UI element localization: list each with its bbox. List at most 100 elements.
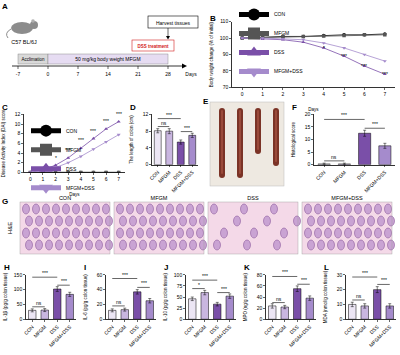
svg-text:14: 14 <box>105 71 111 77</box>
svg-text:0: 0 <box>99 316 102 322</box>
svg-text:15: 15 <box>305 124 311 130</box>
svg-text:MFGM+DSS: MFGM+DSS <box>48 323 73 348</box>
svg-text:40: 40 <box>97 286 103 292</box>
svg-text:DSS treatment: DSS treatment <box>137 44 169 49</box>
svg-text:ns: ns <box>331 154 337 160</box>
svg-text:MFGM+DSS: MFGM+DSS <box>66 185 95 191</box>
svg-text:***: *** <box>116 111 122 117</box>
svg-text:0: 0 <box>307 161 310 167</box>
svg-text:DSS: DSS <box>48 323 60 335</box>
svg-text:The length of colon (cm): The length of colon (cm) <box>129 115 134 164</box>
svg-text:1: 1 <box>42 176 45 182</box>
svg-text:MFGM: MFGM <box>352 324 367 339</box>
svg-text:110: 110 <box>220 18 228 24</box>
svg-text:D: D <box>130 103 136 112</box>
svg-text:3: 3 <box>302 91 305 97</box>
svg-text:MFGM: MFGM <box>151 195 168 201</box>
svg-text:100: 100 <box>220 35 229 41</box>
svg-text:50 mg/kg body weight MFGM: 50 mg/kg body weight MFGM <box>75 56 140 62</box>
svg-text:2: 2 <box>282 91 285 97</box>
svg-text:***: *** <box>221 286 227 292</box>
svg-text:8: 8 <box>145 128 148 134</box>
svg-text:***: *** <box>341 53 347 59</box>
svg-text:Harvest tissues: Harvest tissues <box>156 20 191 26</box>
svg-text:5: 5 <box>92 176 95 182</box>
svg-text:0: 0 <box>47 71 50 77</box>
svg-text:C57 BL/6J: C57 BL/6J <box>11 39 37 45</box>
svg-text:IL-1β (pg/g colon tissue): IL-1β (pg/g colon tissue) <box>3 272 8 321</box>
svg-text:MFGM+DSS: MFGM+DSS <box>208 323 233 348</box>
svg-text:***: *** <box>90 128 96 134</box>
svg-text:4: 4 <box>145 145 148 151</box>
svg-text:CON: CON <box>103 324 115 336</box>
svg-text:***: *** <box>166 112 172 118</box>
svg-text:80: 80 <box>223 68 229 74</box>
svg-text:80: 80 <box>257 272 263 278</box>
svg-text:MFGM+DSS: MFGM+DSS <box>368 323 393 348</box>
svg-text:5: 5 <box>307 149 310 155</box>
svg-text:CON: CON <box>148 169 160 181</box>
svg-text:DSS: DSS <box>208 323 220 335</box>
svg-text:H&E: H&E <box>7 222 13 234</box>
svg-text:MFGM: MFGM <box>272 324 287 339</box>
svg-text:8: 8 <box>17 130 20 136</box>
svg-text:2: 2 <box>54 176 57 182</box>
svg-text:ns: ns <box>161 120 167 126</box>
svg-text:2: 2 <box>17 159 20 165</box>
svg-text:25: 25 <box>177 305 183 311</box>
svg-text:DSS: DSS <box>66 166 77 172</box>
svg-text:ns: ns <box>116 299 122 305</box>
svg-text:75: 75 <box>177 283 183 289</box>
svg-text:60: 60 <box>97 272 103 278</box>
svg-text:CON: CON <box>263 324 275 336</box>
svg-text:0: 0 <box>145 161 148 167</box>
svg-text:DSS: DSS <box>356 169 368 181</box>
svg-text:Days: Days <box>185 71 197 77</box>
svg-text:Days: Days <box>308 107 319 112</box>
svg-text:***: *** <box>282 269 288 275</box>
svg-text:5: 5 <box>343 91 346 97</box>
svg-text:40: 40 <box>257 294 263 300</box>
svg-text:10: 10 <box>337 301 343 307</box>
svg-text:H: H <box>4 263 10 272</box>
svg-text:G: G <box>2 197 8 206</box>
svg-text:DSS: DSS <box>274 49 285 55</box>
svg-text:ns: ns <box>36 300 42 306</box>
svg-text:0: 0 <box>19 316 22 322</box>
svg-text:4: 4 <box>322 91 325 97</box>
svg-text:28: 28 <box>165 71 171 77</box>
svg-text:21: 21 <box>135 71 141 77</box>
svg-text:20: 20 <box>337 286 343 292</box>
svg-text:70: 70 <box>223 84 229 90</box>
svg-text:Acclimation: Acclimation <box>21 57 45 62</box>
svg-text:Histological score: Histological score <box>291 121 296 157</box>
svg-text:MFGM: MFGM <box>192 324 207 339</box>
svg-text:ns: ns <box>356 293 362 299</box>
svg-text:B: B <box>210 14 216 23</box>
svg-text:DSS: DSS <box>128 323 140 335</box>
svg-text:DSS: DSS <box>247 195 259 201</box>
svg-text:0: 0 <box>259 316 262 322</box>
svg-text:90: 90 <box>223 51 229 57</box>
svg-text:CON: CON <box>274 11 286 17</box>
svg-text:-7: -7 <box>16 71 21 77</box>
svg-text:F: F <box>292 103 297 112</box>
svg-text:A: A <box>2 2 8 11</box>
svg-text:7: 7 <box>117 176 120 182</box>
svg-text:CON: CON <box>23 324 35 336</box>
svg-text:C: C <box>2 103 8 112</box>
svg-text:MFGM+DSS: MFGM+DSS <box>128 323 153 348</box>
svg-text:4: 4 <box>79 176 82 182</box>
svg-text:CON: CON <box>314 169 326 181</box>
svg-text:20: 20 <box>305 111 311 117</box>
svg-text:20: 20 <box>97 301 103 307</box>
svg-text:0: 0 <box>29 176 32 182</box>
svg-text:Disease Activity Index (DAI) s: Disease Activity Index (DAI) score <box>1 109 6 177</box>
svg-text:DSS: DSS <box>172 169 184 181</box>
svg-text:20: 20 <box>257 305 263 311</box>
svg-text:10: 10 <box>305 136 311 142</box>
svg-text:***: *** <box>122 272 128 278</box>
svg-text:***: *** <box>65 147 71 153</box>
svg-text:MFGM: MFGM <box>66 147 81 153</box>
svg-text:100: 100 <box>14 286 23 292</box>
